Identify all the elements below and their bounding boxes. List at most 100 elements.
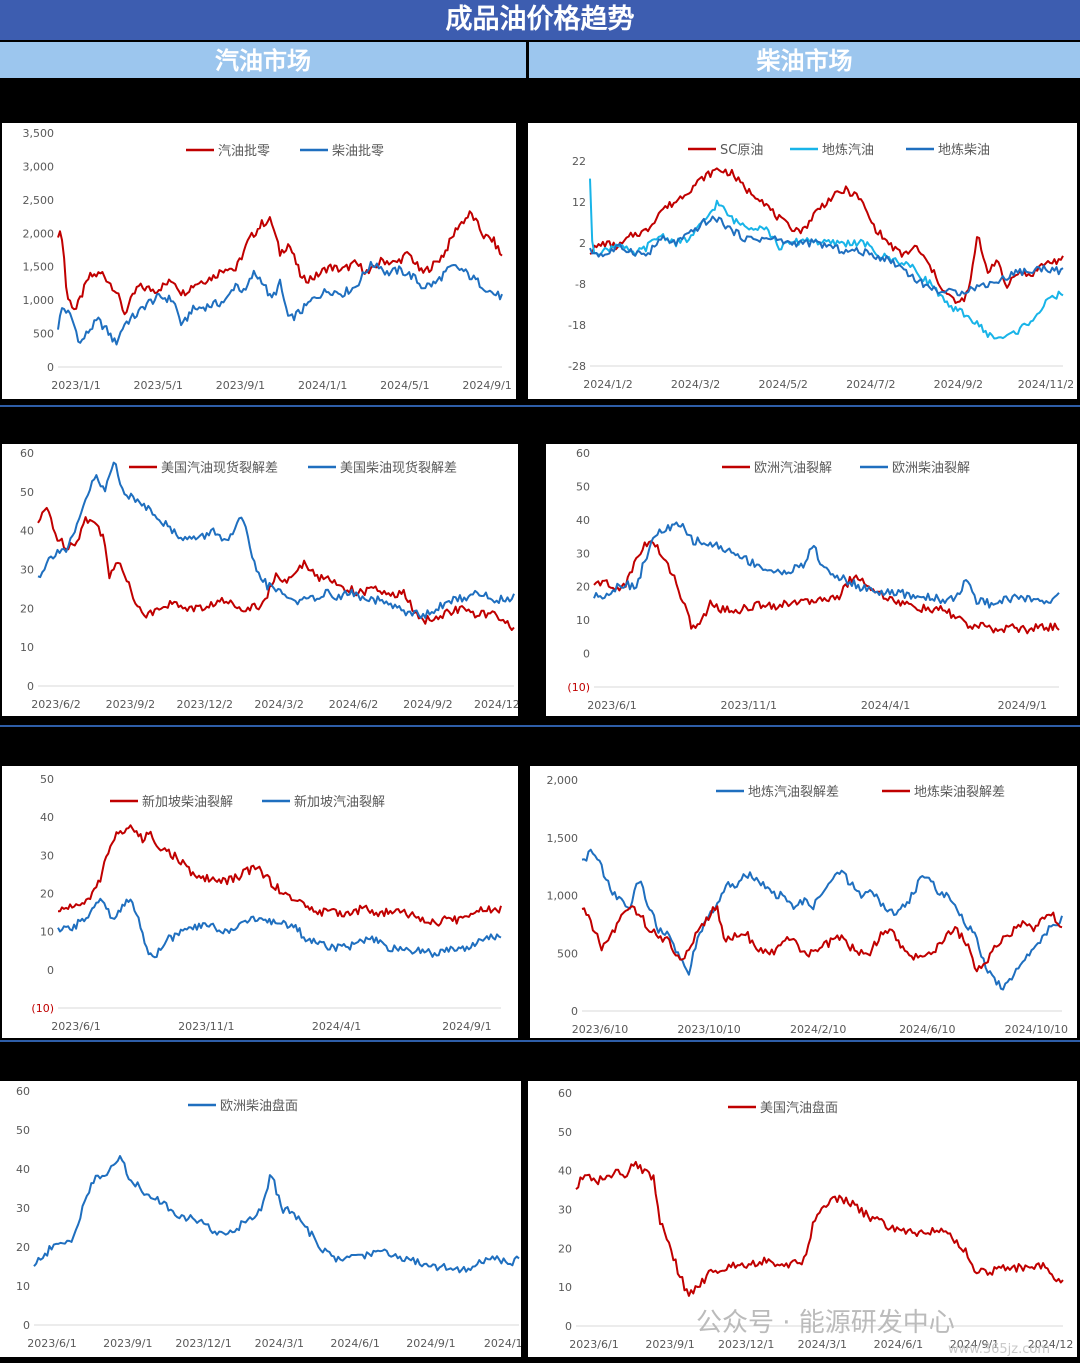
y-tick-label: 60	[558, 1087, 572, 1100]
x-tick-label: 2024/2/10	[790, 1023, 846, 1036]
chart-local-crack: 0 500 1,000 1,500 2,000 2023/6/10 2023/10/10 20…	[547, 774, 1069, 1036]
x-tick-label: 2024/6/2	[329, 698, 378, 711]
y-tick-label: 60	[576, 447, 590, 460]
y-tick-label: 2,000	[23, 227, 55, 240]
y-tick-label: 1,000	[23, 294, 55, 307]
diesel-section-header: 柴油市场	[529, 42, 1080, 78]
x-tick-label: 2023/1/1	[51, 379, 100, 392]
legend-label: 欧洲柴油盘面	[220, 1098, 298, 1114]
series-line	[575, 1160, 1064, 1297]
y-tick-label: 2	[579, 237, 586, 250]
chart-panel: 0 10 20 30 40 50 60 2023/6/1 2023/9/1 2023/12/1 20…	[0, 1081, 521, 1357]
y-tick-label: 40	[20, 525, 34, 538]
divider	[0, 405, 1080, 407]
watermark-url: www.365jz.com	[948, 1342, 1050, 1357]
x-tick-label: 2024/11/2	[1018, 378, 1074, 391]
chart-panel: 0 10 20 30 40 50 60 2023/6/2 2023/9/2 2023/12/2 20…	[2, 444, 518, 716]
y-tick-label: 20	[576, 581, 590, 594]
y-tick-label: -8	[575, 278, 586, 291]
legend-label: 美国汽油现货裂解差	[161, 460, 278, 476]
x-tick-label: 2023/9/1	[216, 379, 265, 392]
x-tick-label: 2024/5/2	[758, 378, 807, 391]
legend-label: 汽油批零	[218, 144, 270, 159]
legend-label: 欧洲汽油裂解	[754, 461, 832, 476]
x-tick-label: 2023/12/2	[177, 698, 233, 711]
legend-label: 美国汽油盘面	[760, 1100, 838, 1116]
y-tick-label: 0	[565, 1320, 572, 1333]
legend-label: 地炼柴油	[938, 143, 990, 158]
y-tick-label: 40	[16, 1163, 30, 1176]
x-tick-label: 2024/12/2	[474, 698, 518, 711]
gasoline-section-header: 汽油市场	[0, 42, 526, 78]
x-tick-label: 2023/9/1	[103, 1337, 152, 1350]
x-tick-label: 2023/9/1	[645, 1338, 694, 1351]
chart-panel: 0 500 1,000 1,500 2,000 2,500 3,000 3,500 2023/1…	[2, 123, 516, 399]
x-tick-label: 2023/6/1	[587, 699, 636, 712]
watermark-text: 公众号 · 能源研发中心	[696, 1308, 955, 1338]
y-tick-label: 12	[572, 196, 586, 209]
y-tick-label: 0	[47, 361, 54, 374]
series-line	[57, 897, 502, 959]
y-tick-label: 20	[558, 1242, 572, 1255]
chart-us-crack: 0 10 20 30 40 50 60 2023/6/2 2023/9/2 2023/12/2 20…	[20, 447, 518, 711]
y-tick-label: 40	[40, 811, 54, 824]
chart-panel: -28 -18 -8 2 12 22 2024/1/2 2024/3/2 2024/5/2 202…	[528, 123, 1077, 399]
x-tick-label: 2024/3/2	[671, 378, 720, 391]
y-tick-label: 2,500	[23, 194, 55, 207]
y-tick-label: 10	[558, 1281, 572, 1294]
x-tick-label: 2024/9/2	[934, 378, 983, 391]
y-tick-label: 20	[40, 888, 54, 901]
series-line	[57, 210, 503, 316]
y-tick-label: 60	[20, 447, 34, 460]
y-tick-label: 0	[571, 1005, 578, 1018]
x-tick-label: 2024/5/1	[380, 379, 429, 392]
y-tick-label: 500	[557, 947, 578, 960]
x-tick-label: 2024/9/1	[442, 1020, 491, 1033]
chart-retail-spread: 0 500 1,000 1,500 2,000 2,500 3,000 3,500 2023/1…	[23, 127, 512, 392]
chart-us-gasoline-futures: 0 10 20 30 40 50 60 2023/6/1 2023/9/1 2023/12/1 20…	[558, 1087, 1074, 1351]
y-tick-label: 0	[583, 648, 590, 661]
x-tick-label: 2024/3/1	[798, 1338, 847, 1351]
x-tick-label: 2024/9/1	[462, 379, 511, 392]
x-tick-label: 2023/12/1	[718, 1338, 774, 1351]
page-title: 成品油价格趋势	[0, 0, 1080, 40]
y-tick-label: 50	[20, 486, 34, 499]
y-tick-label: 1,500	[23, 261, 55, 274]
y-tick-label: 0	[27, 680, 34, 693]
legend-label: 柴油批零	[332, 144, 384, 159]
y-tick-label: 10	[20, 641, 34, 654]
legend-label: 欧洲柴油裂解	[892, 461, 970, 476]
legend-label: SC原油	[720, 143, 763, 158]
legend-label: 地炼汽油裂解差	[748, 785, 839, 800]
y-tick-label: 50	[16, 1124, 30, 1137]
y-tick-label: 40	[558, 1165, 572, 1178]
x-tick-label: 2024/9/2	[403, 698, 452, 711]
chart-panel: (10) 0 10 20 30 40 50 2023/6/1 2023/11/1 2024/4/1…	[2, 766, 518, 1038]
legend-label: 新加坡汽油裂解	[294, 794, 385, 810]
y-tick-label: 1,000	[547, 890, 579, 903]
x-tick-label: 2023/10/10	[677, 1023, 740, 1036]
series-line	[58, 824, 502, 927]
x-tick-label: 2023/6/2	[31, 698, 80, 711]
x-tick-label: 2023/6/1	[27, 1337, 76, 1350]
series-line	[589, 167, 1064, 304]
x-tick-label: 2024/12	[1028, 1338, 1074, 1351]
y-tick-label: 10	[40, 926, 54, 939]
y-tick-label: 50	[576, 480, 590, 493]
y-tick-label: 0	[47, 964, 54, 977]
y-tick-label: 60	[16, 1085, 30, 1098]
x-tick-label: 2023/5/1	[134, 379, 183, 392]
x-tick-label: 2024/3/1	[255, 1337, 304, 1350]
divider	[0, 725, 1080, 727]
y-tick-label: (10)	[567, 681, 590, 694]
y-tick-label: 3,500	[23, 127, 55, 140]
y-tick-label: 2,000	[547, 774, 579, 787]
y-tick-label: 20	[20, 602, 34, 615]
chart-sg-crack: (10) 0 10 20 30 40 50 2023/6/1 2023/11/1 2024/4/1…	[31, 773, 502, 1033]
x-tick-label: 2024/6/1	[330, 1337, 379, 1350]
y-tick-label: 3,000	[23, 160, 55, 173]
chart-panel: 0 10 20 30 40 50 60 2023/6/1 2023/9/1 2023/12/1 20…	[528, 1081, 1077, 1357]
series-line	[37, 506, 515, 631]
x-tick-label: 2024/1/1	[298, 379, 347, 392]
x-tick-label: 2023/12/1	[175, 1337, 231, 1350]
